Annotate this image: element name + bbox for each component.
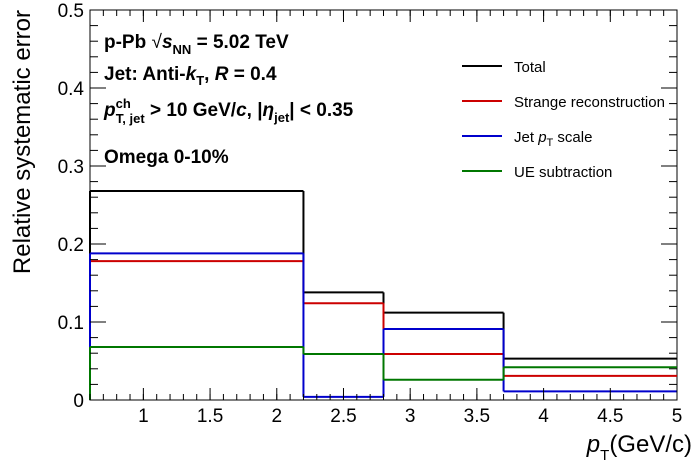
annotation-cut: pch T, jet > 10 GeV/c, |ηjet| < 0.35 xyxy=(103,96,354,126)
series-layer xyxy=(89,189,677,400)
annotation-particle: Omega 0-10% xyxy=(104,147,229,168)
legend-label-ue: UE subtraction xyxy=(514,164,612,181)
y-tick-label: 0.1 xyxy=(58,313,84,334)
y-tick-label: 0.2 xyxy=(58,235,84,256)
x-tick-label: 3.5 xyxy=(464,406,490,427)
series-ue-subtraction xyxy=(89,345,677,400)
y-tick-label: 0.3 xyxy=(58,157,84,178)
x-tick-label: 3 xyxy=(405,406,416,427)
x-axis-title: pT(GeV/c) xyxy=(586,431,692,464)
x-tick-label: 4 xyxy=(538,406,549,427)
legend-label-total: Total xyxy=(514,59,546,76)
y-tick-label: 0.4 xyxy=(58,79,85,100)
x-tick-label: 2.5 xyxy=(330,406,356,427)
legend: Total Strange reconstruction Jet pT scal… xyxy=(462,59,665,181)
legend-label-jetpt: Jet pT scale xyxy=(514,129,592,149)
y-tick-label: 0 xyxy=(73,391,84,412)
x-tick-label: 2 xyxy=(271,406,282,427)
annotation-system-energy: p-Pb √sNN = 5.02 TeV xyxy=(104,32,289,57)
x-tick-label: 4.5 xyxy=(597,406,623,427)
x-tick-label: 1.5 xyxy=(197,406,223,427)
annotation-jet: Jet: Anti-kT, R = 0.4 xyxy=(104,64,277,88)
annotation-block: p-Pb √sNN = 5.02 TeV Jet: Anti-kT, R = 0… xyxy=(103,32,354,168)
legend-label-strange: Strange reconstruction xyxy=(514,94,665,111)
x-tick-label: 5 xyxy=(672,406,683,427)
y-axis-title: Relative systematic error xyxy=(9,10,36,274)
x-tick-label: 1 xyxy=(138,406,149,427)
y-tick-label: 0.5 xyxy=(58,1,84,22)
axes-layer: 1 1.5 2 2.5 3 3.5 4 4.5 5 0 0.1 0.2 0.3 0.4 0.5 xyxy=(58,1,683,427)
